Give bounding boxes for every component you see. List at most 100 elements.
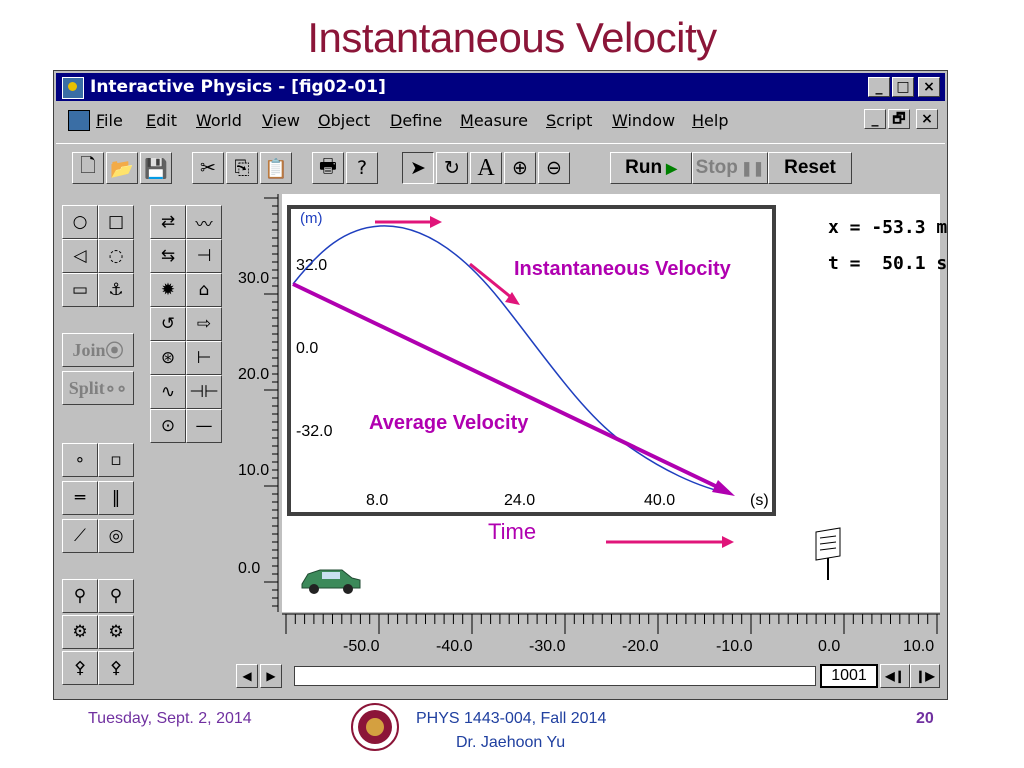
keyed-slot-icon[interactable]: ⚴ — [98, 651, 134, 685]
maximize-button[interactable]: □ — [892, 77, 914, 97]
menu-measure[interactable]: Measure — [460, 111, 529, 130]
force-arrow-icon[interactable]: ⇨ — [186, 307, 222, 341]
split-label: Split — [68, 377, 105, 398]
stop-button[interactable]: Stop ❚❚ — [692, 152, 768, 184]
circle-icon[interactable]: ○ — [62, 205, 98, 239]
university-seal — [351, 703, 399, 751]
join-label: Join — [72, 339, 106, 360]
scroll-right-button[interactable]: ▶ — [260, 664, 282, 688]
run-button[interactable]: Run ▶ — [610, 152, 692, 184]
bottom-ruler-label-m40: -40.0 — [436, 638, 473, 655]
print-icon[interactable]: 🖶 — [312, 152, 344, 184]
car-icon[interactable] — [298, 564, 364, 596]
window-title: Interactive Physics - [fig02-01] — [90, 77, 386, 97]
menu-script[interactable]: Script — [546, 111, 593, 130]
x-tick-8: 8.0 — [366, 492, 389, 509]
rotate-icon[interactable]: ↻ — [436, 152, 468, 184]
spring-damper-icon[interactable]: 〰 — [186, 205, 222, 239]
paste-icon[interactable]: 📋 — [260, 152, 292, 184]
title-bar: Interactive Physics - [fig02-01] _ □ × — [56, 73, 945, 101]
menu-view[interactable]: View — [262, 111, 300, 130]
new-file-icon[interactable]: 🗋 — [72, 152, 104, 184]
circular-slot-icon[interactable]: ◎ — [98, 519, 134, 553]
rope-icon[interactable]: ⇆ — [150, 239, 186, 273]
bottom-ruler-label-m20: -20.0 — [622, 638, 659, 655]
rectangle-icon[interactable]: □ — [98, 205, 134, 239]
graph-window[interactable] — [287, 205, 776, 516]
footer-date: Tuesday, Sept. 2, 2014 — [88, 710, 252, 727]
stop-label: Stop — [695, 157, 738, 178]
step-back-button[interactable]: ◀❙ — [880, 664, 910, 688]
keyed-joint-icon[interactable]: ⚴ — [62, 651, 98, 685]
minimize-button[interactable]: _ — [868, 77, 890, 97]
split-button[interactable]: Split ∘∘ — [62, 371, 134, 405]
footer-instructor: Dr. Jaehoon Yu — [456, 734, 566, 751]
spring-icon[interactable]: ⇄ — [150, 205, 186, 239]
menu-world[interactable]: World — [196, 111, 242, 130]
cut-icon[interactable]: ✂ — [192, 152, 224, 184]
zoom-out-icon[interactable]: ⊖ — [538, 152, 570, 184]
timeline-scrollbar[interactable] — [294, 666, 816, 686]
join-button[interactable]: Join ⦿ — [62, 333, 134, 367]
bottom-ruler-label-0: 0.0 — [818, 638, 841, 655]
x-tick-40: 40.0 — [644, 492, 676, 509]
menu-help[interactable]: Help — [692, 111, 729, 130]
bottom-ruler-label-10: 10.0 — [903, 638, 935, 655]
reset-button[interactable]: Reset — [768, 152, 852, 184]
app-icon — [62, 77, 84, 99]
document-icon[interactable] — [68, 110, 90, 131]
damper-icon[interactable]: ⊣ — [186, 239, 222, 273]
copy-icon[interactable]: ⎘ — [226, 152, 258, 184]
curved-slot-icon[interactable]: ⟋ — [62, 519, 98, 553]
rod-icon[interactable]: — — [186, 409, 222, 443]
rotational-motor-icon[interactable]: ⊛ — [150, 341, 186, 375]
left-ruler — [264, 194, 279, 612]
pause-icon: ❚❚ — [740, 159, 765, 176]
close-button[interactable]: × — [918, 77, 940, 97]
wave-spring-icon[interactable]: ∿ — [150, 375, 186, 409]
slot-vertical-icon[interactable]: ‖ — [98, 481, 134, 515]
menu-window[interactable]: Window — [612, 111, 676, 130]
instantaneous-velocity-label: Instantaneous Velocity — [514, 258, 731, 280]
pin-joint-icon[interactable]: ⚲ — [62, 579, 98, 613]
save-icon[interactable]: 💾 — [140, 152, 172, 184]
average-velocity-label: Average Velocity — [369, 412, 529, 434]
y-unit-label: (m) — [300, 210, 323, 227]
help-icon[interactable]: ? — [346, 152, 378, 184]
tool-palette: ○ □ ◁ ◌ ▭ ⚓ Join ⦿ Split ∘∘ ∘ ▫ ═ ‖ ⟋ ◎ ⚲ … — [56, 195, 276, 695]
text-tool-icon[interactable]: A — [470, 152, 502, 184]
actuator-joint-icon[interactable]: ⚙ — [98, 615, 134, 649]
frame-counter: 1001 — [820, 664, 878, 688]
bottom-ruler-label-m50: -50.0 — [343, 638, 380, 655]
square-body-icon[interactable]: ▭ — [62, 273, 98, 307]
open-folder-icon[interactable]: 📂 — [106, 152, 138, 184]
polygon-icon[interactable]: ◁ — [62, 239, 98, 273]
slot-horizontal-icon[interactable]: ═ — [62, 481, 98, 515]
gear-icon[interactable]: ✹ — [150, 273, 186, 307]
separator-icon[interactable]: ⊣⊢ — [186, 375, 222, 409]
menu-object[interactable]: Object — [318, 111, 371, 130]
scroll-left-button[interactable]: ◀ — [236, 664, 258, 688]
torque-icon[interactable]: ↺ — [150, 307, 186, 341]
pulley-icon[interactable]: ⌂ — [186, 273, 222, 307]
menu-define[interactable]: Define — [390, 111, 443, 130]
doc-restore-button[interactable]: 🗗 — [888, 109, 910, 129]
doc-minimize-button[interactable]: _ — [864, 109, 886, 129]
pulley-rope-icon[interactable]: ⊙ — [150, 409, 186, 443]
point-icon[interactable]: ∘ — [62, 443, 98, 477]
menu-file[interactable]: File — [96, 111, 123, 130]
motor-joint-icon[interactable]: ⚙ — [62, 615, 98, 649]
menu-edit[interactable]: Edit — [146, 111, 177, 130]
doc-close-button[interactable]: × — [916, 109, 938, 129]
zoom-in-icon[interactable]: ⊕ — [504, 152, 536, 184]
road-sign-icon[interactable] — [812, 526, 844, 582]
linear-actuator-icon[interactable]: ⊢ — [186, 341, 222, 375]
curved-body-icon[interactable]: ◌ — [98, 239, 134, 273]
step-forward-button[interactable]: ❙▶ — [910, 664, 940, 688]
bottom-ruler — [282, 613, 940, 634]
rigid-joint-icon[interactable]: ⚲ — [98, 579, 134, 613]
play-icon: ▶ — [666, 159, 677, 176]
square-point-icon[interactable]: ▫ — [98, 443, 134, 477]
anchor-icon[interactable]: ⚓ — [98, 273, 134, 307]
pointer-arrow-icon[interactable]: ➤ — [402, 152, 434, 184]
